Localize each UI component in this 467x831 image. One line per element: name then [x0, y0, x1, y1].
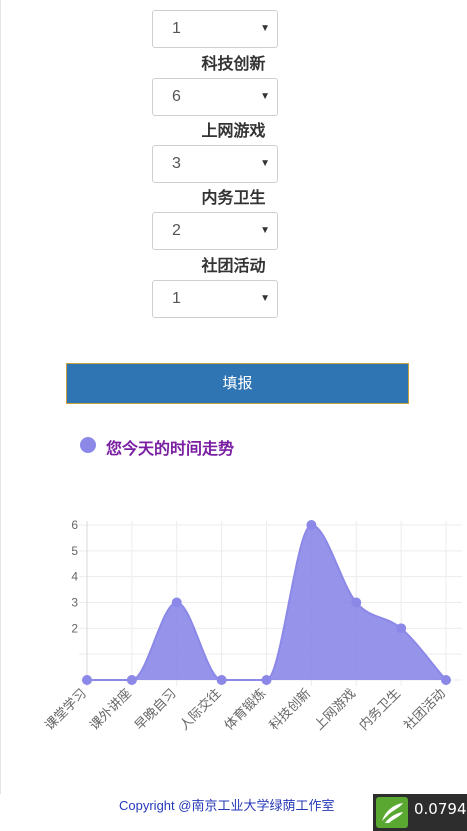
leaf-logo-icon	[376, 797, 408, 828]
caret-down-icon: ▼	[260, 158, 270, 169]
footer: Copyright @南京工业大学绿荫工作室 0.0794s	[0, 794, 467, 831]
activity-select-1[interactable]: 1 ▼	[152, 10, 278, 48]
data-point	[126, 675, 137, 685]
data-point	[396, 623, 407, 634]
data-point	[306, 520, 317, 530]
x-tick-label: 人际交往	[176, 686, 224, 734]
y-tick-label: 5	[71, 544, 78, 558]
x-tick-label: 上网游戏	[312, 686, 359, 733]
field-label-club-activities: 社团活动	[201, 256, 266, 275]
x-tick-label: 社团活动	[401, 686, 449, 734]
select-value: 3	[172, 155, 181, 172]
series-area	[87, 525, 446, 680]
y-tick-label: 2	[71, 621, 78, 635]
caret-down-icon: ▼	[260, 23, 270, 34]
y-tick-label: 4	[71, 570, 78, 584]
select-value: 2	[172, 222, 181, 239]
data-point	[82, 675, 92, 685]
copyright-text: Copyright @南京工业大学绿荫工作室	[119, 798, 335, 813]
activity-select-online-games[interactable]: 3 ▼	[152, 145, 278, 183]
legend-swatch	[80, 437, 96, 453]
data-point	[216, 675, 227, 685]
select-value: 1	[172, 20, 181, 37]
field-label-online-games: 上网游戏	[201, 121, 266, 140]
data-point	[261, 675, 272, 685]
data-point	[441, 675, 451, 685]
y-tick-label: 3	[71, 596, 78, 610]
time-trend-chart: 2 3 4 5 6 课堂学习课外讲座早晚自习人际交往体育锻炼科技创新上网游戏内务卫生社团活…	[42, 518, 462, 734]
load-time-text: 0.0794s	[414, 800, 467, 818]
caret-down-icon: ▼	[260, 293, 270, 304]
activity-select-tech-innovation[interactable]: 6 ▼	[152, 78, 278, 116]
x-tick-label: 课外讲座	[87, 686, 134, 733]
caret-down-icon: ▼	[260, 91, 270, 102]
activity-select-club-activities[interactable]: 1 ▼	[152, 280, 278, 318]
page-left-border	[0, 0, 1, 831]
legend-label: 您今天的时间走势	[106, 439, 235, 458]
x-tick-label: 课堂学习	[42, 686, 90, 734]
data-point	[171, 597, 182, 608]
field-label-housekeeping: 内务卫生	[201, 188, 266, 207]
x-tick-label: 内务卫生	[356, 686, 404, 734]
caret-down-icon: ▼	[260, 225, 270, 236]
x-tick-label: 早晚自习	[132, 686, 179, 733]
x-tick-label: 科技创新	[266, 686, 314, 734]
data-point	[351, 597, 362, 608]
y-tick-label: 6	[71, 518, 78, 532]
submit-button[interactable]: 填报	[66, 363, 409, 404]
x-tick-label: 体育锻炼	[221, 686, 269, 734]
speed-widget: 0.0794s	[373, 794, 467, 831]
select-value: 1	[172, 290, 181, 307]
activity-select-housekeeping[interactable]: 2 ▼	[152, 212, 278, 250]
field-label-tech-innovation: 科技创新	[201, 54, 266, 73]
select-value: 6	[172, 88, 181, 105]
